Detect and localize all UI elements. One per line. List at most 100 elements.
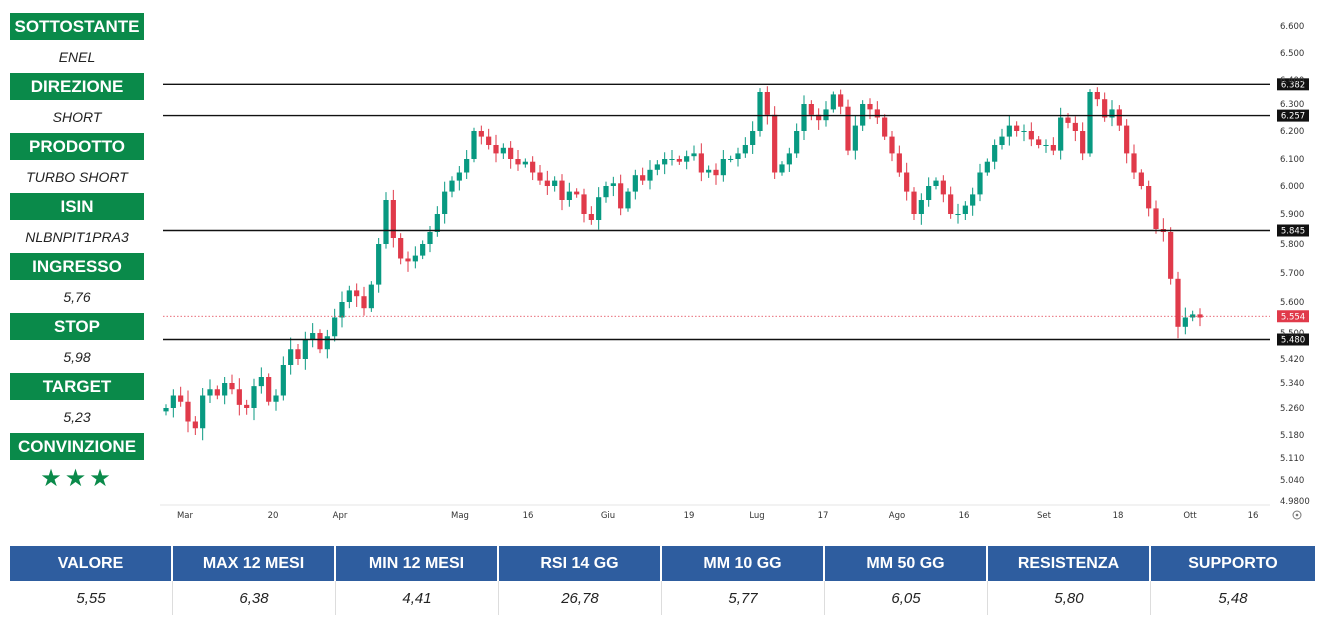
table-cell: 5,77 <box>662 581 825 615</box>
x-tick-label: 17 <box>818 511 829 521</box>
level-label: 6.382 <box>1281 80 1305 90</box>
table-header: VALORE <box>10 546 173 581</box>
candle-body <box>471 131 477 159</box>
candle-body <box>977 172 983 195</box>
candle-body <box>999 136 1005 145</box>
candle-body <box>295 349 301 359</box>
candle-body <box>845 106 851 151</box>
candle-body <box>302 339 308 359</box>
candle-body <box>808 104 814 115</box>
candle-body <box>720 159 726 176</box>
candle-body <box>882 117 888 137</box>
candle-body <box>1124 125 1130 154</box>
candle-body <box>354 290 360 297</box>
panel-value-target: 5,23 <box>63 408 91 425</box>
candle-body <box>640 175 646 181</box>
x-tick-label: Ott <box>1183 511 1197 521</box>
y-tick-label: 5.420 <box>1280 355 1304 365</box>
candle-body <box>757 92 763 131</box>
candle-body <box>185 401 191 422</box>
candle-body <box>1182 317 1188 327</box>
panel-label-stop: STOP <box>10 313 144 340</box>
candle-body <box>918 200 924 214</box>
candle-body <box>420 244 426 256</box>
info-panel: SOTTOSTANTE ENEL DIREZIONE SHORT PRODOTTO TUR… <box>10 13 144 496</box>
candle-body <box>1036 139 1042 145</box>
level-label: 5.480 <box>1281 336 1305 346</box>
y-tick-label: 5.340 <box>1280 379 1304 389</box>
candle-body <box>1087 92 1093 154</box>
x-tick-label: Giu <box>601 511 615 521</box>
candle-body <box>478 131 484 137</box>
candle-body <box>508 147 514 159</box>
candle-body <box>222 383 228 396</box>
candle-body <box>669 159 675 160</box>
candle-body <box>163 408 169 412</box>
table-header: SUPPORTO <box>1151 546 1315 581</box>
panel-value-isin: NLBNPIT1PRA3 <box>25 228 129 245</box>
candle-body <box>625 191 631 209</box>
candle-body <box>200 395 206 429</box>
candle-body <box>574 191 580 195</box>
level-label: 5.845 <box>1281 227 1305 237</box>
candle-body <box>1028 131 1034 140</box>
y-tick-label: 5.900 <box>1280 210 1304 220</box>
x-axis: Mar 20 Apr Mag 16 Giu 19 Lug 17 Ago 16 Set 18 Ott 16 <box>160 504 1302 521</box>
candle-body <box>214 389 220 396</box>
candle-body <box>1102 99 1108 118</box>
candle-body <box>684 156 690 162</box>
candle-body <box>559 180 565 200</box>
candle-body <box>229 383 235 390</box>
candle-body <box>1094 92 1100 100</box>
candle-body <box>1058 117 1064 151</box>
table-header: MM 10 GG <box>662 546 825 581</box>
candle-body <box>405 258 411 262</box>
candle-body <box>581 194 587 214</box>
y-tick-label: 5.600 <box>1280 298 1304 308</box>
candle-body <box>742 145 748 154</box>
candle-body <box>676 159 682 162</box>
panel-label-isin: ISIN <box>10 193 144 220</box>
candle-body <box>970 194 976 206</box>
candle-body <box>486 136 492 145</box>
table-cell: 26,78 <box>499 581 662 615</box>
candle-body <box>1072 122 1078 131</box>
candle-body <box>390 200 396 238</box>
candle-body <box>178 395 184 402</box>
candle-body <box>1116 109 1122 126</box>
candle-body <box>926 186 932 200</box>
candle-body <box>867 104 873 110</box>
panel-value-direzione: SHORT <box>52 108 102 125</box>
table-header: RESISTENZA <box>988 546 1151 581</box>
x-tick-label: 18 <box>1113 511 1124 521</box>
candle-body <box>662 159 668 165</box>
candle-body <box>728 159 734 160</box>
panel-value-ingresso: 5,76 <box>63 288 91 305</box>
candle-body <box>280 365 286 396</box>
level-label-bg <box>1277 333 1309 346</box>
settings-icon-dot <box>1295 513 1299 517</box>
y-tick-label: 6.600 <box>1280 22 1304 32</box>
candle-body <box>911 191 917 214</box>
candle-body <box>1006 125 1012 137</box>
candle-body <box>1050 145 1056 151</box>
candle-body <box>830 94 836 110</box>
panel-value-stop: 5,98 <box>63 348 91 365</box>
candle-body <box>838 94 844 107</box>
candle-body <box>940 180 946 195</box>
candle-body <box>779 164 785 173</box>
table-header: MM 50 GG <box>825 546 988 581</box>
y-tick-label: 6.300 <box>1280 100 1304 110</box>
panel-label-target: TARGET <box>10 373 144 400</box>
candle-body <box>713 169 719 176</box>
candle-body <box>860 104 866 126</box>
y-tick-label: 5.800 <box>1280 240 1304 250</box>
x-tick-label: Set <box>1037 511 1052 521</box>
y-axis: 6.600 6.500 6.400 6.300 6.200 6.100 6.000 5.900… <box>1280 22 1310 507</box>
level-label-bg <box>1277 78 1309 91</box>
level-label-bg <box>1277 109 1309 122</box>
y-tick-label: 6.500 <box>1280 49 1304 59</box>
current-price-label-bg <box>1277 310 1309 323</box>
candle-body <box>266 377 272 402</box>
candle-body <box>273 395 279 402</box>
